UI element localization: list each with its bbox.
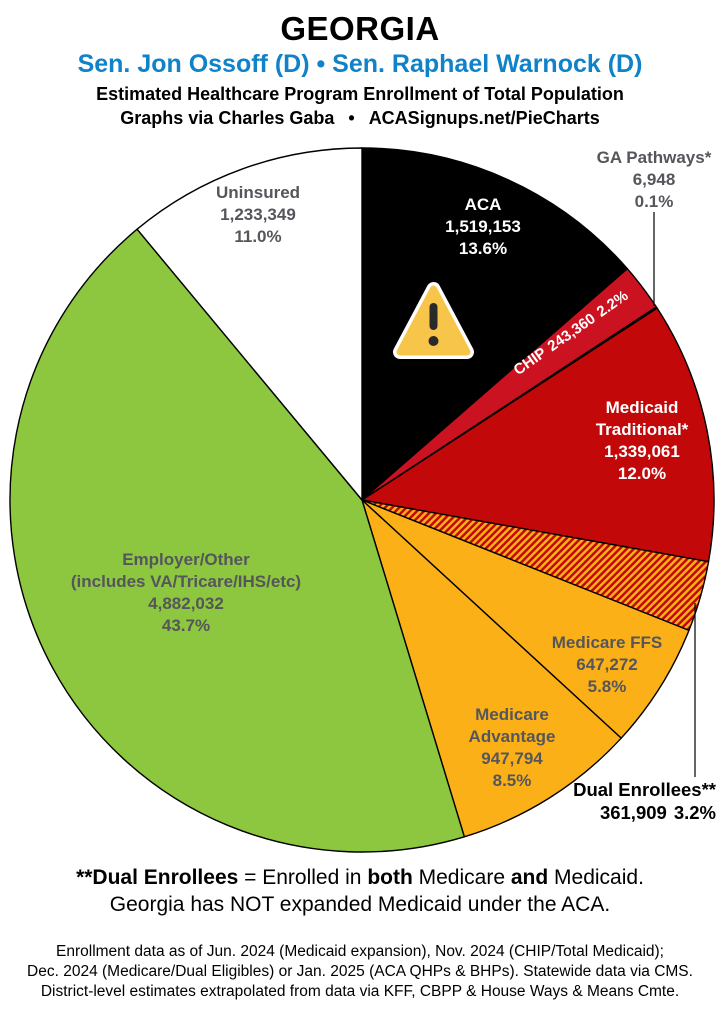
label-aca: ACA 1,519,153 13.6% xyxy=(445,194,521,260)
footnote-part: both xyxy=(367,866,413,889)
pie-slice-employer-other xyxy=(9,228,466,853)
slice-pct: 12.0% xyxy=(617,464,667,483)
slice-value: 1,339,061 xyxy=(604,442,680,461)
slice-name-line1: Medicaid xyxy=(605,398,679,417)
pie-slice-aca xyxy=(361,147,629,501)
chart-subtitle: Estimated Healthcare Program Enrollment … xyxy=(96,84,624,104)
pie-slice-medicare-advantage xyxy=(361,499,622,838)
footnote-part: = Enrolled in xyxy=(238,866,368,889)
slice-name: Medicare FFS xyxy=(551,633,663,652)
label-dual-enrollees: Dual Enrollees** 361,909 3.2% xyxy=(573,778,716,824)
pie-slice-medicare-ffs xyxy=(361,499,690,739)
slice-value: 1,519,153 xyxy=(445,217,521,236)
fine-print-line3: District-level estimates extrapolated fr… xyxy=(40,983,680,1000)
slice-pct: 43.7% xyxy=(161,616,211,635)
pie-slice-medicaid-traditional xyxy=(361,307,715,563)
slice-pct: 5.8% xyxy=(587,677,627,696)
slice-name: Dual Enrollees** xyxy=(573,779,716,800)
credit-bullet: • xyxy=(348,108,355,128)
page-title: GEORGIA xyxy=(280,10,440,47)
slice-value: 4,882,032 xyxy=(148,594,224,613)
label-medicare-ffs: Medicare FFS 647,272 5.8% xyxy=(552,632,663,698)
footnote-part: Medicaid. xyxy=(548,866,644,889)
slice-pct: 13.6% xyxy=(458,239,508,258)
slice-value-pct: 361,909 3.2% xyxy=(573,801,716,824)
slice-name: GA Pathways* xyxy=(596,148,712,167)
slice-name: Employer/Other xyxy=(122,550,250,569)
label-ga-pathways: GA Pathways* 6,948 0.1% xyxy=(597,147,712,213)
slice-value: 647,272 xyxy=(576,655,638,674)
slice-name-line2: Advantage xyxy=(468,727,556,746)
slice-value: 361,909 xyxy=(599,802,667,823)
slice-pct: 3.2% xyxy=(673,802,716,823)
slice-pct: 0.1% xyxy=(634,192,674,211)
credit-author: Graphs via Charles Gaba xyxy=(120,108,335,128)
slice-value: 6,948 xyxy=(632,170,676,189)
pie-slices-group xyxy=(9,147,715,853)
dual-enrollees-footnote: **Dual Enrollees = Enrolled in both Medi… xyxy=(0,866,720,890)
slice-subname: (includes VA/Tricare/IHS/etc) xyxy=(70,572,302,591)
label-medicare-advantage: Medicare Advantage 947,794 8.5% xyxy=(469,704,556,792)
warning-icon xyxy=(393,282,474,359)
slice-name: ACA xyxy=(464,195,502,214)
slice-value: 1,233,349 xyxy=(220,205,296,224)
fine-print-line2: Dec. 2024 (Medicare/Dual Eligibles) or J… xyxy=(27,963,693,980)
credit-line: Graphs via Charles Gaba • ACASignups.net/P… xyxy=(0,108,720,129)
slice-pct: 11.0% xyxy=(234,227,282,246)
slice-name: Uninsured xyxy=(215,183,301,202)
pie-slice-uninsured xyxy=(136,147,363,501)
footnote-part: and xyxy=(510,866,549,889)
medicaid-expansion-note: Georgia has NOT expanded Medicaid under … xyxy=(109,893,611,916)
slice-pct: 8.5% xyxy=(492,771,532,790)
slice-name-line2: Traditional* xyxy=(595,420,689,439)
slice-name-line1: Medicare xyxy=(475,705,549,724)
fine-print: Enrollment data as of Jun. 2024 (Medicai… xyxy=(0,942,720,1002)
credit-site: ACASignups.net/PieCharts xyxy=(368,108,600,128)
label-medicaid-traditional: Medicaid Traditional* 1,339,061 12.0% xyxy=(596,397,689,485)
footnote-part: **Dual Enrollees xyxy=(76,866,239,889)
senators-line: Sen. Jon Ossoff (D) • Sen. Raphael Warno… xyxy=(77,50,643,78)
slice-value: 947,794 xyxy=(481,749,543,768)
label-uninsured: Uninsured 1,233,349 11.0% xyxy=(216,182,300,248)
label-employer-other: Employer/Other (includes VA/Tricare/IHS/… xyxy=(71,549,301,637)
footnote-part: Medicare xyxy=(412,866,511,889)
fine-print-line1: Enrollment data as of Jun. 2024 (Medicai… xyxy=(56,943,664,960)
